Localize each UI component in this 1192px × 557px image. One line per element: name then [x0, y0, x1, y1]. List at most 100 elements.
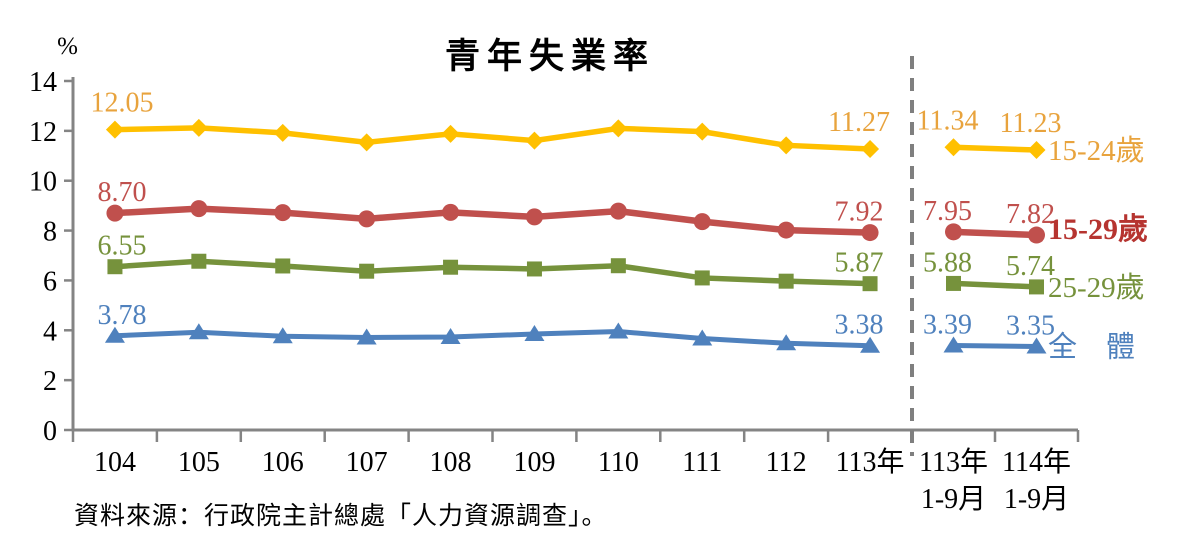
- series-legend-label: 15-29歲: [1048, 213, 1148, 246]
- x-category-label: 113年: [836, 446, 905, 478]
- data-point-marker-diamond: [944, 138, 963, 157]
- y-tick-label: 4: [43, 316, 57, 347]
- x-category-label: 112: [766, 447, 807, 478]
- data-point-marker-square: [862, 276, 878, 292]
- data-point-marker-diamond: [1027, 141, 1046, 160]
- data-point-marker-diamond: [105, 120, 124, 139]
- data-point-marker-triangle: [356, 328, 377, 345]
- data-label: 11.34: [917, 105, 979, 136]
- data-point-marker-diamond: [189, 118, 208, 137]
- y-axis-unit-label: %: [57, 33, 78, 60]
- x-category-sublabel: 1-9月: [1004, 484, 1069, 515]
- data-point-marker-triangle: [440, 328, 461, 345]
- data-point-marker-diamond: [273, 123, 292, 142]
- series-line-left: [114, 205, 871, 236]
- series-line-right: [953, 228, 1037, 239]
- x-category-label: 111: [682, 447, 722, 478]
- data-point-marker-circle: [442, 203, 460, 221]
- data-point-marker-square: [1029, 279, 1044, 295]
- data-point-marker-circle: [1028, 226, 1045, 244]
- series-line-left: [114, 125, 871, 152]
- data-point-marker-triangle: [524, 325, 545, 342]
- y-tick-label: 2: [43, 366, 57, 397]
- y-tick-label: 14: [29, 67, 57, 98]
- x-category-label: 105: [178, 447, 220, 478]
- data-point-marker-circle: [609, 202, 627, 220]
- y-tick-label: 8: [43, 217, 57, 248]
- data-label: 7.82: [1006, 199, 1055, 230]
- x-category-label: 110: [598, 447, 639, 478]
- x-category-sublabel: 1-9月: [921, 484, 986, 515]
- series-legend-label: 25-29歲: [1048, 271, 1145, 304]
- series-legend-label: 15-24歲: [1048, 134, 1145, 167]
- data-point-marker-square: [526, 261, 542, 277]
- chart-title: 青年失業率: [444, 37, 655, 76]
- series-line-right: [953, 280, 1037, 290]
- x-category-label: 104: [94, 447, 136, 478]
- data-point-marker-triangle: [692, 329, 713, 346]
- data-point-marker-circle: [525, 208, 543, 226]
- data-point-marker-diamond: [609, 119, 628, 138]
- series-legend-label: 全 體: [1048, 330, 1135, 363]
- data-label: 12.05: [90, 88, 153, 119]
- data-point-marker-triangle: [776, 334, 797, 351]
- data-label: 3.38: [835, 310, 884, 341]
- data-label: 3.35: [1006, 310, 1055, 341]
- data-point-marker-square: [107, 259, 123, 275]
- data-point-marker-square: [694, 270, 710, 286]
- x-category-label: 114年: [1002, 446, 1071, 478]
- data-label: 8.70: [97, 177, 146, 208]
- data-point-marker-circle: [106, 204, 124, 222]
- series-line-left: [114, 329, 871, 349]
- data-point-marker-triangle: [272, 327, 293, 344]
- x-category-label: 113年: [919, 446, 988, 478]
- data-point-marker-diamond: [777, 136, 796, 155]
- source-note: 資料來源：行政院主計總處「人力資源調查」。: [74, 503, 608, 530]
- data-point-marker-circle: [693, 213, 711, 231]
- data-point-marker-circle: [190, 200, 208, 218]
- data-label: 5.88: [923, 247, 972, 278]
- data-point-marker-diamond: [525, 131, 544, 150]
- x-category-label: 108: [430, 447, 472, 478]
- data-point-marker-circle: [945, 223, 962, 241]
- data-point-marker-triangle: [860, 336, 881, 353]
- data-point-marker-square: [778, 273, 794, 289]
- y-tick-label: 10: [29, 167, 57, 198]
- data-point-marker-triangle: [608, 322, 629, 339]
- data-point-marker-diamond: [861, 140, 880, 159]
- data-point-marker-diamond: [441, 124, 460, 143]
- data-point-marker-triangle: [1026, 337, 1047, 354]
- data-point-marker-square: [443, 259, 459, 275]
- x-category-label: 109: [513, 447, 555, 478]
- data-label: 7.95: [923, 196, 972, 227]
- series-line-right: [953, 144, 1037, 153]
- data-point-marker-square: [610, 258, 626, 274]
- y-tick-label: 12: [29, 117, 57, 148]
- data-point-marker-circle: [358, 210, 376, 228]
- data-point-marker-triangle: [943, 336, 964, 353]
- data-point-marker-circle: [861, 224, 879, 242]
- data-point-marker-diamond: [357, 133, 376, 152]
- x-category-label: 107: [346, 447, 388, 478]
- series-line-left: [114, 258, 871, 287]
- data-label: 5.87: [835, 248, 884, 279]
- data-label: 3.78: [97, 300, 146, 331]
- data-label: 7.92: [835, 197, 884, 228]
- data-point-marker-square: [275, 258, 291, 274]
- data-point-marker-circle: [274, 204, 292, 222]
- data-label: 3.39: [923, 309, 972, 340]
- data-point-marker-square: [946, 275, 961, 291]
- data-label: 5.74: [1006, 251, 1055, 282]
- data-point-marker-circle: [777, 221, 795, 239]
- data-label: 6.55: [97, 231, 146, 262]
- data-point-marker-square: [191, 253, 207, 269]
- x-category-label: 106: [262, 447, 304, 478]
- series-line-right: [953, 342, 1037, 349]
- data-label: 11.27: [828, 107, 890, 138]
- data-point-marker-square: [359, 263, 375, 279]
- data-point-marker-triangle: [104, 326, 125, 343]
- data-label: 11.23: [1000, 108, 1062, 139]
- y-tick-label: 6: [43, 266, 57, 297]
